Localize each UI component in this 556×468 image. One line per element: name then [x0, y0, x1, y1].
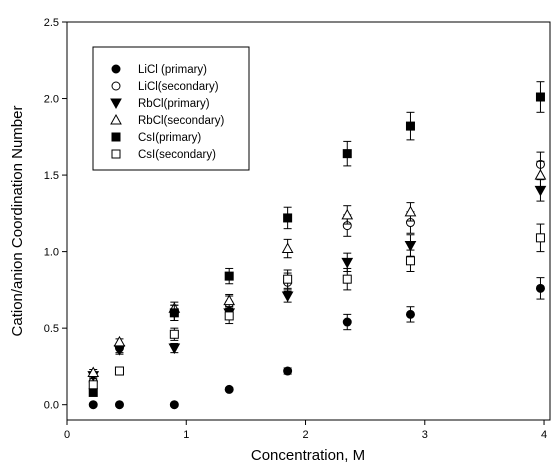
data-point	[113, 335, 126, 347]
data-point	[341, 208, 354, 220]
data-point	[283, 366, 293, 376]
data-point	[169, 400, 179, 410]
data-point	[224, 311, 234, 321]
data-point	[342, 317, 352, 327]
data-point	[281, 291, 294, 303]
x-tick-label: 0	[64, 429, 70, 441]
data-point	[168, 343, 181, 355]
x-axis: 0 1 2 3 4	[64, 420, 547, 441]
y-tick-label: 2.5	[44, 17, 59, 29]
data-point	[169, 329, 179, 339]
legend-label: RbCl(primary)	[138, 98, 210, 110]
x-tick-label: 1	[183, 429, 189, 441]
data-point	[535, 92, 545, 102]
data-point	[169, 308, 179, 318]
series-0	[88, 277, 545, 410]
legend-label: RbCl(secondary)	[138, 115, 224, 127]
data-point	[114, 366, 124, 376]
data-point	[535, 233, 545, 243]
legend-label: CsI(secondary)	[138, 149, 216, 161]
data-point	[224, 271, 234, 281]
data-point	[283, 274, 293, 284]
series-5	[88, 223, 545, 390]
x-axis-title: Concentration, M	[251, 447, 365, 464]
data-point	[342, 149, 352, 159]
data-points	[87, 81, 547, 410]
data-point	[534, 169, 547, 180]
data-point	[342, 274, 352, 284]
data-point	[404, 240, 417, 252]
x-tick-label: 2	[302, 429, 308, 441]
y-tick-label: 1.0	[44, 247, 59, 259]
legend-label: LiCl (primary)	[138, 64, 207, 76]
legend-marker	[111, 149, 121, 159]
data-point	[405, 256, 415, 266]
data-point	[88, 387, 98, 397]
legend-marker	[111, 64, 121, 74]
data-point	[87, 366, 100, 378]
y-tick-label: 0.0	[44, 400, 59, 412]
data-point	[341, 257, 354, 269]
y-tick-label: 1.5	[44, 170, 59, 182]
data-point	[405, 121, 415, 131]
legend-label: CsI(primary)	[138, 132, 201, 144]
legend-marker	[111, 81, 121, 91]
legend-label: LiCl(secondary)	[138, 81, 219, 93]
data-point	[88, 380, 98, 390]
legend-marker	[110, 113, 122, 125]
y-axis: 0.0 0.5 1.0 1.5 2.0 2.5	[44, 17, 67, 412]
y-tick-label: 0.5	[44, 323, 59, 335]
data-point	[283, 213, 293, 223]
data-point	[223, 294, 236, 306]
data-point	[535, 283, 545, 293]
data-point	[405, 309, 415, 319]
data-point	[88, 400, 98, 410]
y-axis-title: Cation/anion Coordination Number	[9, 106, 26, 337]
x-tick-label: 3	[422, 429, 428, 441]
data-point	[224, 384, 234, 394]
series-3	[87, 160, 547, 378]
legend: LiCl (primary) LiCl(secondary) RbCl(primar…	[92, 46, 250, 171]
data-point	[114, 400, 124, 410]
data-point	[404, 205, 417, 217]
x-tick-label: 4	[541, 429, 547, 441]
y-tick-label: 2.0	[44, 94, 59, 106]
legend-marker	[111, 132, 121, 142]
data-point	[281, 242, 294, 254]
legend-marker	[110, 98, 122, 110]
